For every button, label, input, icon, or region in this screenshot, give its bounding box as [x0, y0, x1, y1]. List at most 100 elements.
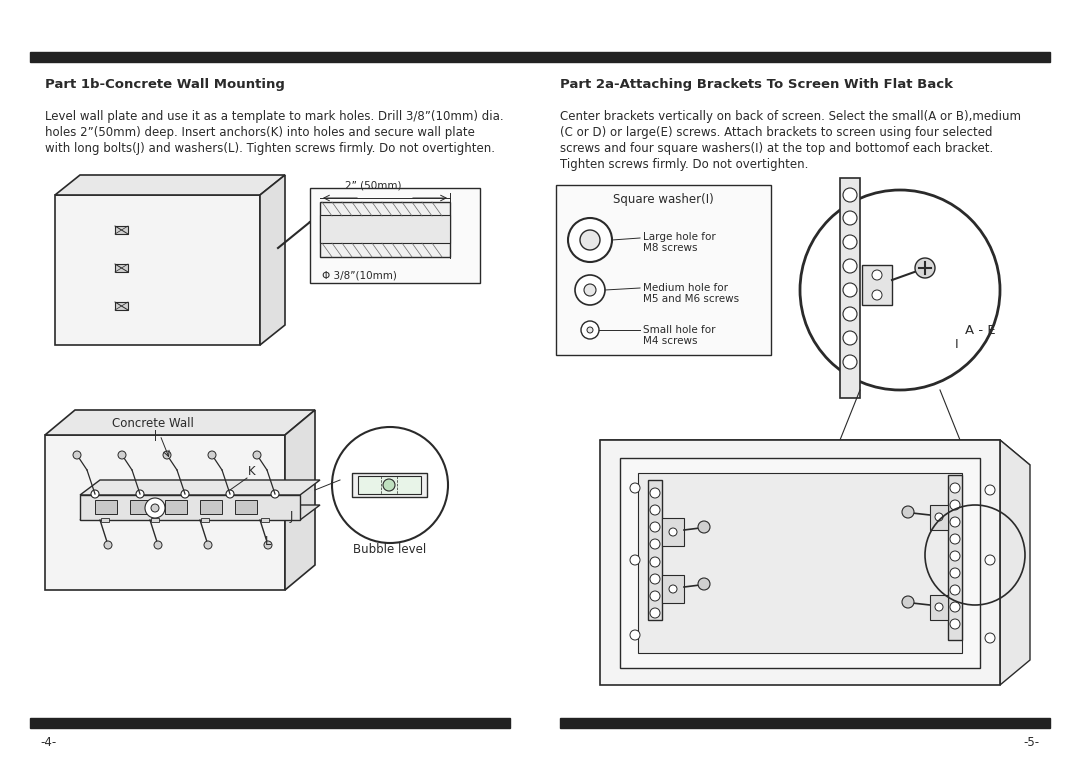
Bar [648, 480, 662, 620]
Bar [151, 518, 159, 522]
Bar [95, 500, 117, 514]
Circle shape [843, 259, 858, 273]
Circle shape [151, 504, 159, 512]
Text: screws and four square washers(I) at the top and bottomof each bracket.: screws and four square washers(I) at the… [561, 142, 994, 155]
Bar [662, 518, 684, 546]
Polygon shape [80, 480, 320, 495]
Bar [556, 185, 771, 355]
Circle shape [872, 270, 882, 280]
Text: Square washer(I): Square washer(I) [612, 193, 714, 206]
Polygon shape [114, 302, 129, 310]
Circle shape [332, 427, 448, 543]
Polygon shape [1000, 440, 1030, 685]
Text: J: J [291, 510, 294, 523]
Text: Medium hole for: Medium hole for [643, 283, 728, 293]
Circle shape [985, 633, 995, 643]
Circle shape [843, 211, 858, 225]
Bar [320, 202, 450, 257]
Circle shape [580, 230, 600, 250]
Bar [30, 718, 510, 728]
Polygon shape [55, 195, 260, 345]
Circle shape [872, 290, 882, 300]
Text: Center brackets vertically on back of screen. Select the small(A or B),medium: Center brackets vertically on back of sc… [561, 110, 1021, 123]
Circle shape [843, 307, 858, 321]
Circle shape [383, 479, 395, 491]
Circle shape [584, 284, 596, 296]
Circle shape [154, 541, 162, 549]
Bar [165, 500, 187, 514]
Text: Part 2a-Attaching Brackets To Screen With Flat Back: Part 2a-Attaching Brackets To Screen Wit… [561, 78, 953, 91]
Text: Concrete Wall: Concrete Wall [112, 417, 194, 430]
Text: with long bolts(J) and washers(L). Tighten screws firmly. Do not overtighten.: with long bolts(J) and washers(L). Tight… [45, 142, 495, 155]
Bar [235, 500, 257, 514]
Circle shape [902, 596, 914, 608]
Circle shape [902, 506, 914, 518]
Polygon shape [55, 175, 285, 195]
Circle shape [204, 541, 212, 549]
Polygon shape [114, 226, 129, 234]
Circle shape [950, 602, 960, 612]
Circle shape [843, 283, 858, 297]
Circle shape [568, 218, 612, 262]
Circle shape [950, 619, 960, 629]
Circle shape [118, 451, 126, 459]
Circle shape [698, 578, 710, 590]
Circle shape [253, 451, 261, 459]
Polygon shape [45, 410, 315, 435]
Bar [840, 178, 860, 398]
Bar [561, 718, 1050, 728]
Text: Small hole for: Small hole for [643, 325, 715, 335]
Circle shape [650, 522, 660, 532]
Circle shape [271, 490, 279, 498]
Circle shape [985, 555, 995, 565]
Bar [352, 473, 427, 497]
Text: Large hole for: Large hole for [643, 232, 716, 242]
Circle shape [843, 188, 858, 202]
Circle shape [91, 490, 99, 498]
Bar [261, 518, 269, 522]
Circle shape [950, 534, 960, 544]
Text: L: L [265, 535, 271, 548]
Circle shape [650, 505, 660, 515]
Circle shape [181, 490, 189, 498]
Circle shape [800, 190, 1000, 390]
Text: M5 and M6 screws: M5 and M6 screws [643, 294, 739, 304]
Bar [102, 518, 109, 522]
Text: Part 1b-Concrete Wall Mounting: Part 1b-Concrete Wall Mounting [45, 78, 285, 91]
Text: holes 2”(50mm) deep. Insert anchors(K) into holes and secure wall plate: holes 2”(50mm) deep. Insert anchors(K) i… [45, 126, 475, 139]
Text: M8 screws: M8 screws [643, 243, 698, 253]
Circle shape [950, 517, 960, 527]
Circle shape [650, 488, 660, 498]
Circle shape [843, 355, 858, 369]
Polygon shape [285, 410, 315, 590]
Text: Level wall plate and use it as a template to mark holes. Drill 3/8”(10mm) dia.: Level wall plate and use it as a templat… [45, 110, 503, 123]
Circle shape [669, 528, 677, 536]
Circle shape [208, 451, 216, 459]
Bar [930, 505, 948, 530]
Circle shape [104, 541, 112, 549]
Bar [638, 473, 962, 653]
Bar [948, 475, 962, 640]
Text: -5-: -5- [1024, 736, 1040, 749]
Polygon shape [600, 440, 1030, 465]
Circle shape [630, 483, 640, 493]
Circle shape [264, 541, 272, 549]
Circle shape [935, 603, 943, 611]
Circle shape [650, 539, 660, 549]
Circle shape [950, 585, 960, 595]
Circle shape [950, 483, 960, 493]
Polygon shape [600, 440, 1000, 685]
Circle shape [650, 591, 660, 601]
Text: I: I [955, 339, 959, 352]
Bar [80, 495, 300, 520]
Text: A - E: A - E [966, 324, 996, 336]
Circle shape [950, 568, 960, 578]
Bar [620, 458, 980, 668]
Bar [320, 215, 450, 243]
Bar [201, 518, 210, 522]
Bar [862, 265, 892, 305]
Text: M4 screws: M4 screws [643, 336, 698, 346]
Text: (C or D) or large(E) screws. Attach brackets to screen using four selected: (C or D) or large(E) screws. Attach brac… [561, 126, 993, 139]
Circle shape [630, 555, 640, 565]
Circle shape [843, 235, 858, 249]
